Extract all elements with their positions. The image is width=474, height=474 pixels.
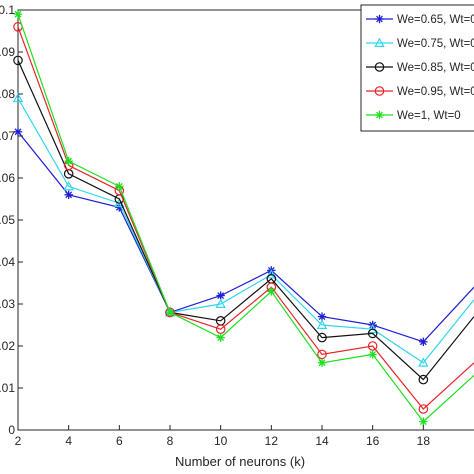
x-tick-label: 6	[116, 434, 123, 448]
y-tick-label: 0.03	[0, 297, 15, 311]
circle-marker	[418, 404, 429, 414]
x-tick-label: 14	[315, 434, 329, 448]
asterisk-marker	[267, 287, 276, 296]
asterisk-marker	[419, 337, 428, 346]
x-axis-label: Number of neurons (k)	[175, 454, 305, 469]
y-tick-label: 0.05	[0, 213, 15, 227]
legend-entry: We=0.65, Wt=0.35	[366, 14, 474, 26]
series-line	[17, 26, 474, 410]
asterisk-marker	[13, 10, 23, 19]
triangle-marker	[215, 298, 226, 308]
legend-entry: We=1, Wt=0	[366, 110, 461, 122]
y-tick-label: 0.08	[0, 87, 15, 101]
y-tick-label: 0.06	[0, 171, 15, 185]
y-tick-label: 0	[8, 423, 15, 437]
circle-marker	[374, 62, 385, 72]
series-line	[17, 60, 474, 381]
series-line	[17, 14, 474, 423]
asterisk-marker	[317, 358, 327, 367]
triangle-marker	[12, 92, 24, 103]
triangle-marker	[418, 357, 429, 367]
legend-entry: We=0.85, Wt=0.15	[366, 62, 474, 74]
circle-marker	[317, 349, 327, 360]
x-tick-label: 8	[167, 434, 174, 448]
y-tick-label: 0.1	[0, 3, 15, 17]
triangle-marker	[374, 37, 385, 47]
x-tick-label: 12	[265, 434, 279, 448]
asterisk-marker	[216, 291, 225, 300]
asterisk-marker	[115, 203, 124, 212]
legend-label: We=0.65, Wt=0.35	[397, 14, 474, 26]
triangle-marker	[63, 180, 74, 191]
circle-marker	[13, 55, 23, 66]
legend: We=0.65, Wt=0.35 We=0.75, Wt=0.25 We=0.85,…	[360, 4, 474, 132]
circle-marker	[374, 86, 385, 96]
series-line	[17, 97, 474, 364]
x-tick-label: 18	[417, 434, 431, 448]
asterisk-marker	[419, 417, 428, 426]
asterisk-marker	[368, 350, 377, 359]
x-tick-label: 10	[214, 434, 228, 448]
circle-marker	[367, 341, 378, 351]
triangle-marker	[266, 269, 277, 279]
series-layer	[12, 10, 474, 426]
y-tick-label: 0.07	[0, 129, 15, 143]
asterisk-marker	[165, 308, 175, 317]
legend-label: We=0.85, Wt=0.15	[397, 62, 474, 74]
asterisk-marker	[64, 157, 73, 166]
y-tick-label: 0.02	[0, 339, 15, 353]
y-tick-label: 0.09	[0, 45, 15, 59]
circle-marker	[317, 332, 327, 343]
asterisk-marker	[115, 182, 124, 191]
x-tick-label: 4	[65, 434, 72, 448]
legend-entry: We=0.95, Wt=0.05	[366, 86, 474, 98]
asterisk-marker	[216, 333, 225, 342]
series-line	[17, 131, 474, 343]
legend-label: We=0.95, Wt=0.05	[397, 86, 474, 98]
legend-box	[360, 4, 474, 132]
series	[13, 127, 474, 346]
circle-marker	[367, 328, 378, 339]
axes-layer: 0 0.01 0.02 0.03 0.04 0.05 0.06 0.07 0.08 0.09 0.1…	[0, 3, 430, 448]
asterisk-marker	[375, 14, 384, 24]
asterisk-marker	[375, 110, 384, 120]
triangle-marker	[316, 319, 328, 329]
triangle-marker	[367, 323, 378, 334]
asterisk-marker	[64, 190, 73, 199]
legend-label: We=0.75, Wt=0.25	[397, 38, 474, 50]
circle-marker	[418, 374, 429, 385]
legend-label: We=1, Wt=0	[397, 110, 461, 122]
x-tick-label: 2	[15, 434, 22, 448]
y-tick-label: 0.01	[0, 381, 15, 395]
legend-entry: We=0.75, Wt=0.25	[366, 37, 474, 50]
y-tick-label: 0.04	[0, 255, 15, 269]
x-tick-label: 16	[366, 434, 380, 448]
series	[13, 10, 474, 426]
asterisk-marker	[13, 127, 23, 136]
asterisk-marker	[317, 312, 327, 321]
